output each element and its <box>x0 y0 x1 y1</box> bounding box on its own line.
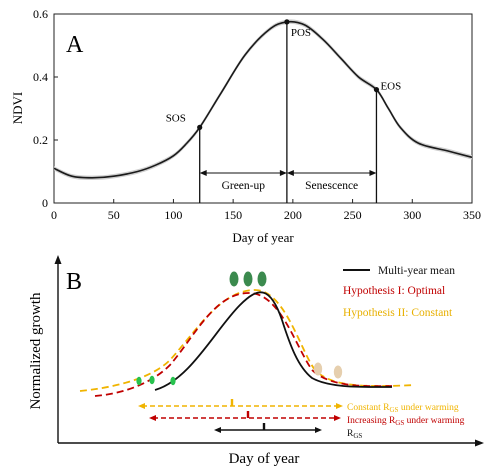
panel-b: B Normalized growth Day of year <box>28 255 484 467</box>
interval-label-senescence: Senescence <box>305 180 358 192</box>
leaf-icon-group-peak <box>229 271 267 287</box>
leaf-icon-group-autumn <box>313 362 343 379</box>
x-tick-label: 300 <box>403 208 421 222</box>
x-tick-label: 250 <box>344 208 362 222</box>
y-tick-label: 0.2 <box>33 133 48 147</box>
y-axis-label-b: Normalized growth <box>28 292 44 410</box>
range-bar-increasing <box>149 411 341 421</box>
leaf-icon <box>136 376 142 386</box>
marker-label-pos: POS <box>291 27 311 39</box>
leaf-icon <box>257 271 267 287</box>
hypothesis-constant-curve <box>79 289 416 392</box>
marker-label-eos: EOS <box>380 81 401 93</box>
x-axis-label-b: Day of year <box>229 451 300 467</box>
multi-year-mean-curve <box>154 291 393 391</box>
legend-b: Multi-year mean Hypothesis I: Optimal Hy… <box>343 265 455 319</box>
range-bar-mean <box>214 423 322 433</box>
legend-label-mean: Multi-year mean <box>378 265 455 277</box>
range-label-increasing: Increasing RGS under warming <box>347 416 465 427</box>
ndvi-uncertainty-band <box>54 19 472 181</box>
x-tick-label: 350 <box>463 208 481 222</box>
y-tick-label: 0 <box>42 196 48 210</box>
y-tick-label: 0.4 <box>33 70 48 84</box>
x-axis-label-a: Day of year <box>232 230 294 245</box>
x-tick-label: 100 <box>164 208 182 222</box>
y-axis-label-a: NDVI <box>10 92 25 125</box>
leaf-icon <box>149 375 155 385</box>
leaf-icon <box>243 271 253 287</box>
ndvi-curve <box>53 20 473 179</box>
legend-label-optimal: Hypothesis I: Optimal <box>343 285 445 297</box>
range-label-mean: RGS <box>347 429 362 440</box>
leaf-icon <box>229 271 239 287</box>
y-tick-label: 0.6 <box>33 7 48 21</box>
plot-frame-a <box>53 13 473 204</box>
phenology-markers: SOS POS EOS <box>166 19 401 203</box>
leaf-icon-group-spring <box>136 375 176 386</box>
y-axis-arrow-b <box>54 255 62 264</box>
range-bar-constant <box>138 399 343 409</box>
x-tick-label: 50 <box>108 208 120 222</box>
panel-a: A NDVI Day of year 0 50 100 150 200 250 300 350… <box>10 7 481 245</box>
x-tick-label: 0 <box>51 208 57 222</box>
x-tick-label: 150 <box>224 208 242 222</box>
x-tick-label: 200 <box>284 208 302 222</box>
range-label-constant: Constant RGS under warming <box>347 403 459 414</box>
panel-label-a: A <box>66 32 84 58</box>
marker-point-pos <box>284 19 290 25</box>
interval-label-green-up: Green-up <box>222 180 266 192</box>
axis-ticks-a: 0 50 100 150 200 250 300 350 0 0.2 0.4 0.6 <box>33 7 481 222</box>
leaf-icon <box>313 362 323 376</box>
legend-label-constant: Hypothesis II: Constant <box>343 307 453 319</box>
x-axis-arrow-b <box>475 439 484 447</box>
leaf-icon <box>170 376 176 386</box>
leaf-icon <box>333 365 343 379</box>
season-intervals: Green-up Senescence <box>199 170 377 192</box>
marker-point-sos <box>197 124 203 130</box>
panel-label-b: B <box>66 269 82 295</box>
marker-point-eos <box>373 87 380 93</box>
marker-label-sos: SOS <box>166 112 186 124</box>
